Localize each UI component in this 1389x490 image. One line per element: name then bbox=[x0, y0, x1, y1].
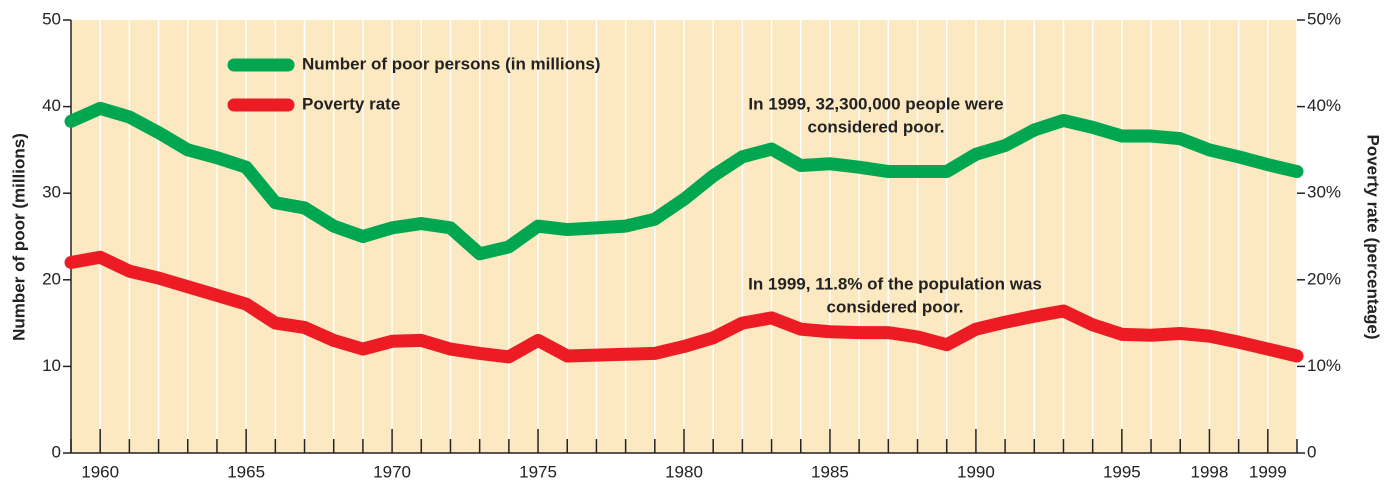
y2-tick-label: 20% bbox=[1307, 269, 1341, 288]
y2-tick-label: 50% bbox=[1307, 9, 1341, 28]
x-tick-label: 1998 bbox=[1191, 462, 1229, 481]
legend-label: Number of poor persons (in millions) bbox=[302, 54, 600, 73]
x-tick-label: 1980 bbox=[665, 462, 703, 481]
y-axis-label: Number of poor (millions) bbox=[9, 133, 28, 341]
y-tick-label: 20 bbox=[42, 269, 61, 288]
x-tick-label: 1995 bbox=[1103, 462, 1141, 481]
y-tick-label: 30 bbox=[42, 183, 61, 202]
x-tick-label: 1985 bbox=[811, 462, 849, 481]
x-tick-label: 1999 bbox=[1249, 462, 1287, 481]
series-line bbox=[64, 250, 1304, 364]
annotation: considered poor. bbox=[808, 117, 945, 136]
y-tick-label: 40 bbox=[42, 96, 61, 115]
y-tick-label: 10 bbox=[42, 356, 61, 375]
y2-axis-label: Poverty rate (percentage) bbox=[1364, 134, 1383, 339]
annotation: In 1999, 32,300,000 people were bbox=[748, 94, 1003, 113]
x-tick-label: 1975 bbox=[519, 462, 557, 481]
y-tick-label: 0 bbox=[52, 442, 61, 461]
annotation: In 1999, 11.8% of the population was bbox=[748, 274, 1042, 293]
y2-tick-label: 0 bbox=[1307, 442, 1316, 461]
x-tick-label: 1960 bbox=[81, 462, 119, 481]
x-tick-label: 1965 bbox=[227, 462, 265, 481]
x-tick-label: 1970 bbox=[373, 462, 411, 481]
y-tick-label: 50 bbox=[42, 9, 61, 28]
y2-tick-label: 30% bbox=[1307, 183, 1341, 202]
y2-tick-label: 40% bbox=[1307, 96, 1341, 115]
legend-label: Poverty rate bbox=[302, 94, 400, 113]
series-line bbox=[64, 101, 1304, 261]
y2-tick-label: 10% bbox=[1307, 356, 1341, 375]
annotation: considered poor. bbox=[827, 297, 964, 316]
x-tick-label: 1990 bbox=[957, 462, 995, 481]
